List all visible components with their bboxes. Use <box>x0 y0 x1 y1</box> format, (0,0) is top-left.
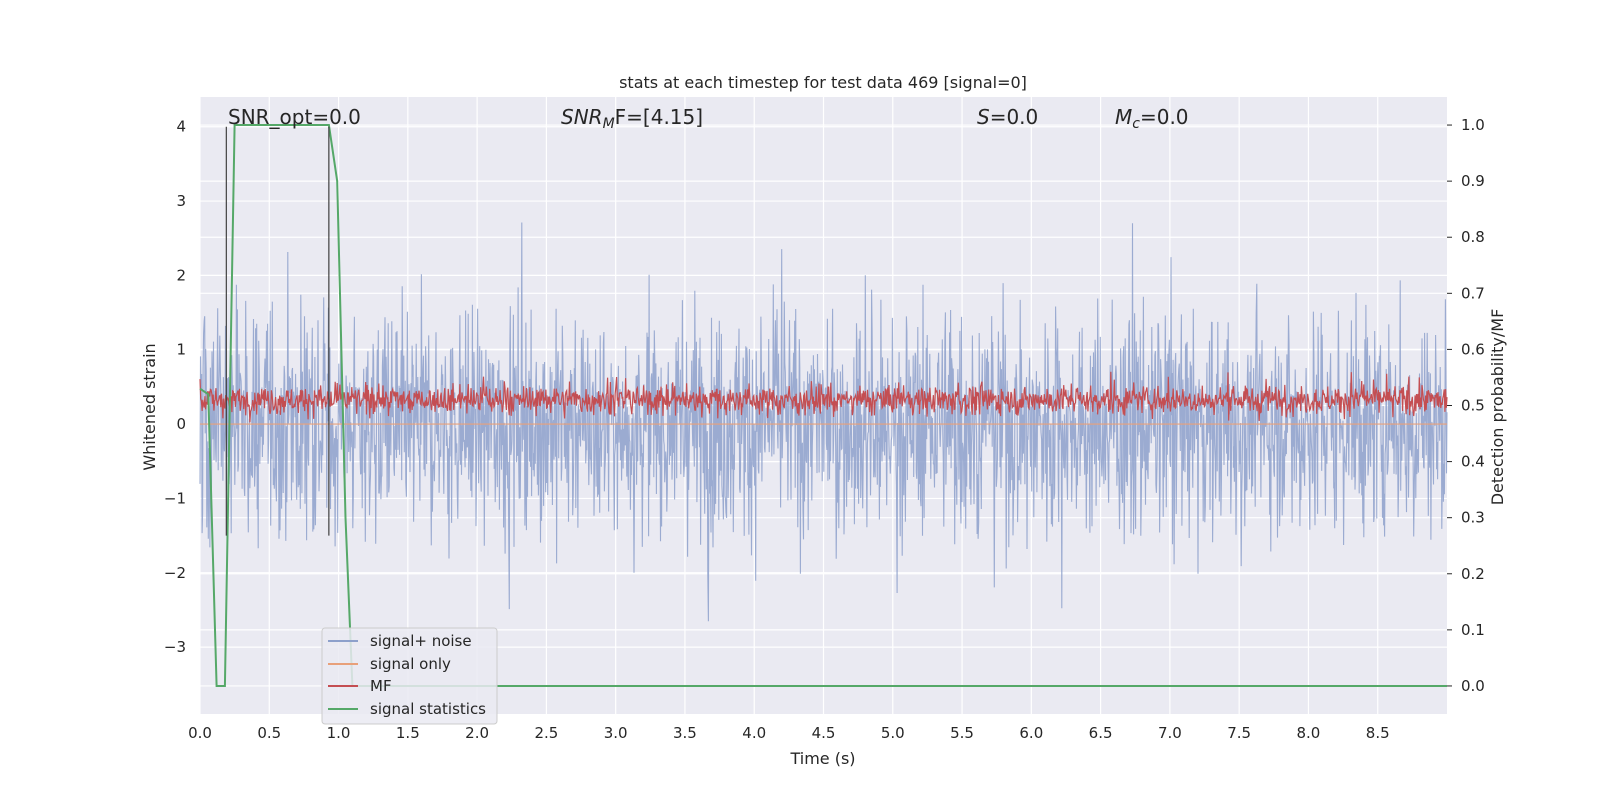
legend-box <box>321 627 498 725</box>
x-tick-label: 7.5 <box>1227 724 1251 742</box>
annotation-snr-mf-main: SNR <box>561 105 603 129</box>
annotation-s-main: S <box>977 105 990 129</box>
mf-series <box>199 371 1448 423</box>
y-left-tick-label: 0 <box>176 415 186 433</box>
y-right-tick-label: 0.1 <box>1461 621 1485 639</box>
signal-statistics-line <box>199 124 1447 687</box>
mf-line <box>199 371 1448 423</box>
y-left-tick-label: −3 <box>164 638 186 656</box>
y-left-axis-ticks: 4 3 2 1 0 −1 −2 −3 <box>164 118 186 656</box>
legend: signal+ noise signal only MF signal stat… <box>321 627 498 725</box>
x-tick-label: 3.0 <box>604 724 628 742</box>
x-tick-label: 2.0 <box>465 724 489 742</box>
x-tick-label: 8.0 <box>1297 724 1321 742</box>
annotation-snr-mf-sub: M <box>603 116 615 132</box>
y-left-tick-label: −2 <box>164 564 186 582</box>
y-left-tick-label: −1 <box>164 489 186 507</box>
y-right-tick-label: 0.4 <box>1461 453 1485 471</box>
y-right-tick-label: 0.3 <box>1461 509 1485 527</box>
signal-statistics-series <box>199 124 1447 687</box>
legend-label-noise: signal+ noise <box>370 632 472 650</box>
annotation-snr-opt: SNR_opt=0.0 <box>228 105 361 129</box>
legend-label-signal-only: signal only <box>370 655 451 673</box>
annotation-snr-mf-rest: F=[4.15] <box>615 105 703 129</box>
x-tick-label: 4.5 <box>812 724 836 742</box>
x-tick-label: 3.5 <box>673 724 697 742</box>
chart-title: stats at each timestep for test data 469… <box>619 73 1027 92</box>
x-tick-label: 5.5 <box>950 724 974 742</box>
x-tick-label: 7.0 <box>1158 724 1182 742</box>
x-axis-label: Time (s) <box>789 749 855 768</box>
annotation-s: S=0.0 <box>977 105 1038 129</box>
x-tick-label: 8.5 <box>1366 724 1390 742</box>
y-left-tick-label: 4 <box>176 118 186 136</box>
y-right-tick-label: 0.2 <box>1461 565 1485 583</box>
y-right-tick-label: 0.0 <box>1461 677 1485 695</box>
legend-label-mf: MF <box>370 677 392 695</box>
x-tick-label: 1.5 <box>396 724 420 742</box>
x-tick-label: 4.0 <box>742 724 766 742</box>
annotation-mc-rest: =0.0 <box>1140 105 1189 129</box>
x-tick-label: 0.5 <box>257 724 281 742</box>
x-tick-label: 0.0 <box>188 724 212 742</box>
y-left-axis-label: Whitened strain <box>140 343 159 470</box>
annotation-mc-sub: c <box>1132 116 1140 132</box>
x-tick-label: 5.0 <box>881 724 905 742</box>
y-right-tick-label: 0.6 <box>1461 340 1485 358</box>
x-axis-ticks: 0.0 0.5 1.0 1.5 2.0 2.5 3.0 3.5 4.0 4.5 5.0 5.5 6.0 6… <box>188 724 1390 742</box>
y-left-tick-label: 2 <box>176 266 186 284</box>
y-right-axis-ticks: 1.0 0.9 0.8 0.7 0.6 0.5 0.4 0.3 0.2 0.1 0.0 <box>1447 116 1485 695</box>
y-right-tick-label: 0.7 <box>1461 284 1485 302</box>
y-left-tick-label: 1 <box>176 341 186 359</box>
y-left-tick-label: 3 <box>176 192 186 210</box>
annotation-mc-main: M <box>1115 105 1132 129</box>
annotation-snr-mf: SNRMF=[4.15] <box>561 105 703 132</box>
y-right-tick-label: 1.0 <box>1461 116 1485 134</box>
y-right-tick-label: 0.8 <box>1461 228 1485 246</box>
x-tick-label: 2.5 <box>534 724 558 742</box>
y-right-tick-label: 0.5 <box>1461 397 1485 415</box>
y-right-axis-label: Detection probability/MF <box>1488 309 1507 506</box>
vertical-markers <box>225 126 330 536</box>
x-tick-label: 1.0 <box>327 724 351 742</box>
annotation-s-rest: =0.0 <box>990 105 1039 129</box>
y-right-tick-label: 0.9 <box>1461 172 1485 190</box>
legend-label-stats: signal statistics <box>370 700 486 718</box>
x-tick-label: 6.0 <box>1019 724 1043 742</box>
annotation-mc: Mc=0.0 <box>1115 105 1189 132</box>
x-tick-label: 6.5 <box>1089 724 1113 742</box>
